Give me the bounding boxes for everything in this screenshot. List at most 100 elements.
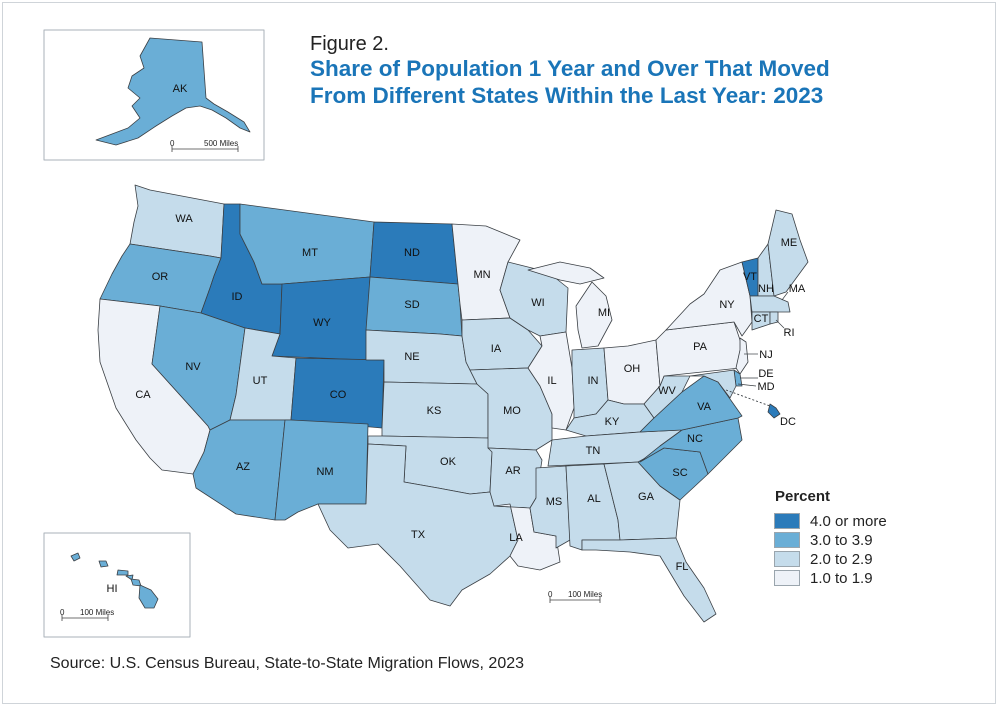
label-OR: OR <box>152 271 169 283</box>
legend-swatch <box>774 513 800 529</box>
state-NC <box>639 417 743 475</box>
label-WA: WA <box>175 213 193 225</box>
label-NJ: NJ <box>759 349 772 361</box>
legend-label: 1.0 to 1.9 <box>810 569 873 587</box>
state-WY <box>271 276 371 361</box>
ma-leader-line <box>781 291 789 301</box>
ri-leader-line <box>775 319 785 329</box>
label-RI: RI <box>784 327 795 339</box>
label-NM: NM <box>316 466 333 478</box>
label-OK: OK <box>440 456 457 468</box>
label-NV: NV <box>185 361 201 373</box>
label-CO: CO <box>330 389 347 401</box>
figure-label: Figure 2. <box>310 33 389 55</box>
label-SC: SC <box>672 467 687 479</box>
alaska-scale-zero: 0 <box>170 139 175 148</box>
hawaii-scale-bar <box>61 615 109 621</box>
label-MT: MT <box>302 247 318 259</box>
label-NC: NC <box>687 433 703 445</box>
legend-item: 3.0 to 3.9 <box>774 531 873 549</box>
label-AL: AL <box>587 493 600 505</box>
label-GA: GA <box>638 491 655 503</box>
label-WV: WV <box>658 385 676 397</box>
label-DE: DE <box>758 368 773 380</box>
label-MA: MA <box>789 283 806 295</box>
state-MI-upper <box>527 261 605 285</box>
source-note: Source: U.S. Census Bureau, State-to-Sta… <box>50 655 525 672</box>
hawaii-scale-zero: 0 <box>60 608 65 617</box>
alaska-inset-frame <box>43 29 265 161</box>
state-MI <box>575 281 613 349</box>
state-AK <box>95 37 251 146</box>
label-ND: ND <box>404 247 420 259</box>
legend-label: 3.0 to 3.9 <box>810 531 873 549</box>
label-PA: PA <box>693 341 708 353</box>
state-HI <box>70 552 159 609</box>
main-scale-bar <box>549 597 601 603</box>
label-HI: HI <box>107 583 118 595</box>
label-IL: IL <box>547 375 556 387</box>
label-AR: AR <box>505 465 520 477</box>
label-CT: CT <box>754 313 769 325</box>
label-OH: OH <box>624 363 641 375</box>
label-MI: MI <box>598 307 610 319</box>
label-AZ: AZ <box>236 461 250 473</box>
state-IL <box>527 331 575 431</box>
label-VA: VA <box>697 401 712 413</box>
legend-label: 2.0 to 2.9 <box>810 550 873 568</box>
state-ME <box>767 209 809 297</box>
figure-title: Share of Population 1 Year and Over That… <box>310 55 950 109</box>
label-MN: MN <box>473 269 490 281</box>
alaska-scale-bar <box>171 146 239 152</box>
label-KY: KY <box>605 416 620 428</box>
state-MT <box>239 203 375 285</box>
md-leader-line <box>737 383 757 387</box>
label-SD: SD <box>404 299 419 311</box>
label-MD: MD <box>757 381 774 393</box>
legend-label: 4.0 or more <box>810 512 887 530</box>
label-VT: VT <box>743 271 757 283</box>
label-IA: IA <box>491 343 502 355</box>
label-NH: NH <box>758 283 774 295</box>
legend-item: 2.0 to 2.9 <box>774 550 873 568</box>
legend-item: 1.0 to 1.9 <box>774 569 873 587</box>
legend-swatch <box>774 532 800 548</box>
label-CA: CA <box>135 389 151 401</box>
label-MO: MO <box>503 405 521 417</box>
label-KS: KS <box>427 405 442 417</box>
state-NY <box>665 261 753 337</box>
alaska-scale-label: 500 Miles <box>204 139 238 148</box>
state-TX <box>317 443 519 607</box>
label-DC: DC <box>780 416 796 428</box>
legend-title: Percent <box>775 488 831 505</box>
figure-title-line-2: From Different States Within the Last Ye… <box>310 83 824 108</box>
legend-item: 4.0 or more <box>774 512 887 530</box>
legend-swatch <box>774 551 800 567</box>
label-ID: ID <box>232 291 243 303</box>
label-NY: NY <box>719 299 735 311</box>
state-NM <box>274 419 369 521</box>
hawaii-scale-label: 100 Miles <box>80 608 114 617</box>
state-RI <box>769 311 779 325</box>
label-NE: NE <box>404 351 419 363</box>
label-AK: AK <box>173 83 188 95</box>
main-scale-label: 100 Miles <box>568 590 602 599</box>
label-WI: WI <box>531 297 544 309</box>
label-UT: UT <box>253 375 268 387</box>
state-DC <box>767 403 781 419</box>
label-TN: TN <box>586 445 601 457</box>
label-LA: LA <box>509 532 523 544</box>
legend-swatch <box>774 570 800 586</box>
state-MD <box>689 369 737 399</box>
label-ME: ME <box>781 237 798 249</box>
label-WY: WY <box>313 317 331 329</box>
main-scale-zero: 0 <box>548 590 553 599</box>
label-IN: IN <box>588 375 599 387</box>
state-FL <box>581 537 717 623</box>
state-MA <box>749 295 791 313</box>
label-MS: MS <box>546 496 563 508</box>
label-TX: TX <box>411 529 426 541</box>
label-FL: FL <box>676 561 689 573</box>
hawaii-inset-frame <box>43 532 191 638</box>
